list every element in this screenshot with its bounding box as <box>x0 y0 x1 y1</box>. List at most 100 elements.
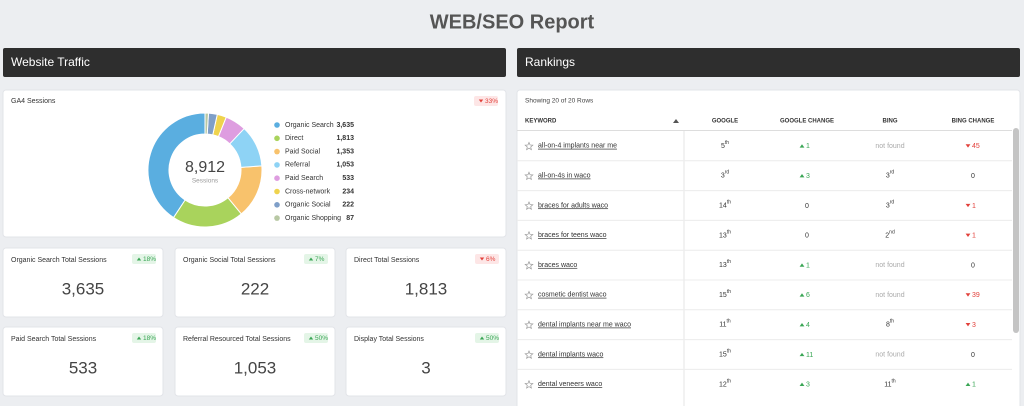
change-value: 6% <box>486 256 496 263</box>
favorite-star[interactable] <box>524 379 534 389</box>
legend-value: 1,053 <box>336 162 354 169</box>
favorite-star[interactable] <box>524 290 534 300</box>
change-value: 1 <box>972 382 976 389</box>
metric-card <box>174 247 336 318</box>
rank-suffix: th <box>727 349 731 355</box>
section-title: Rankings <box>525 55 575 69</box>
rank: not found <box>875 143 904 150</box>
card-label: Direct Total Sessions <box>354 257 420 264</box>
rank-suffix: rd <box>890 200 895 206</box>
rank-suffix: th <box>725 140 729 146</box>
change-value: 7% <box>315 256 325 263</box>
column-header[interactable]: KEYWORD <box>525 119 557 125</box>
rank-value: 11 <box>884 381 891 388</box>
favorite-star[interactable] <box>524 201 534 210</box>
change-badge <box>304 333 328 343</box>
legend-swatch <box>274 135 280 142</box>
card-label: GA4 Sessions <box>11 98 56 105</box>
legend-swatch <box>274 202 280 208</box>
keyword-link[interactable]: dental implants waco <box>538 351 603 358</box>
arrow-up <box>799 382 805 386</box>
rank: 2nd <box>885 230 895 240</box>
scrollbar[interactable] <box>1013 128 1019 333</box>
rank-value: not found <box>875 292 904 299</box>
change-badge <box>474 96 498 106</box>
rank: 5th <box>721 140 729 150</box>
favorite-star[interactable] <box>524 141 534 151</box>
arrow-down <box>479 257 485 261</box>
arrow-down <box>965 323 971 327</box>
rank-value: 15 <box>719 292 727 299</box>
change-value: 0 <box>805 233 809 240</box>
donut-total: 8,912 <box>185 159 225 176</box>
legend-swatch <box>274 188 280 195</box>
section-header <box>3 48 506 77</box>
keyword-link[interactable]: dental veneers waco <box>538 381 602 388</box>
rank: 13th <box>719 259 731 269</box>
arrow-up <box>965 382 971 386</box>
metric-card <box>2 326 164 397</box>
rank: 15th <box>719 289 731 299</box>
rank-value: 3 <box>886 173 890 180</box>
column-header[interactable]: GOOGLE <box>712 119 738 125</box>
keyword-link[interactable]: braces for teens waco <box>538 232 607 239</box>
legend-label: Paid Social <box>285 148 320 155</box>
legend-label: Referral <box>285 162 310 169</box>
rank-suffix: th <box>727 200 731 206</box>
rank-suffix: th <box>727 259 731 265</box>
rank-value: 2 <box>885 232 889 239</box>
legend-label: Direct <box>285 135 303 142</box>
arrow-up <box>799 293 805 297</box>
rank: 11th <box>719 319 731 329</box>
card-label: Organic Social Total Sessions <box>183 257 276 264</box>
column-header[interactable]: GOOGLE CHANGE <box>780 119 834 125</box>
rank-value: 15 <box>719 351 727 358</box>
change-value: 18% <box>143 256 156 263</box>
card-label: Referral Resourced Total Sessions <box>183 336 291 343</box>
change-value: 50% <box>315 335 328 342</box>
arrow-up <box>136 257 142 261</box>
rank: 8th <box>886 319 894 329</box>
change-value: 11 <box>806 352 813 359</box>
arrow-up <box>479 336 485 340</box>
legend-value: 234 <box>342 188 354 195</box>
legend-label: Organic Search <box>285 122 334 129</box>
card-value: 222 <box>241 279 269 298</box>
keyword-link[interactable]: cosmetic dentist waco <box>538 292 607 299</box>
keyword-link[interactable]: dental implants near me waco <box>538 322 631 329</box>
change-value: 6 <box>806 292 810 299</box>
column-header[interactable]: BING <box>883 119 898 125</box>
change-badge <box>475 254 499 264</box>
rank: 12th <box>719 379 731 389</box>
legend-value: 87 <box>346 215 354 222</box>
rank-value: not found <box>875 262 904 269</box>
keyword-link[interactable]: braces for adults waco <box>538 202 608 209</box>
keyword-link[interactable]: braces waco <box>538 262 577 269</box>
change-value: 33% <box>485 98 498 105</box>
rank: 11th <box>884 379 896 389</box>
rank: not found <box>875 351 904 358</box>
card-label: Organic Search Total Sessions <box>11 257 107 264</box>
rank: 14th <box>719 200 731 210</box>
rank-value: 11 <box>719 322 726 329</box>
legend-swatch <box>274 175 280 181</box>
rank-value: 8 <box>886 322 890 329</box>
favorite-star[interactable] <box>524 260 534 270</box>
rank-value: 3 <box>721 173 725 180</box>
legend-swatch <box>274 148 280 155</box>
column-header[interactable]: BING CHANGE <box>952 119 995 125</box>
favorite-star[interactable] <box>524 350 534 359</box>
arrow-up <box>799 323 805 327</box>
rank-value: not found <box>875 143 904 150</box>
keyword-link[interactable]: all-on-4s in waco <box>538 173 591 180</box>
rank: 15th <box>719 349 731 359</box>
change-badge <box>132 333 156 343</box>
rank-suffix: th <box>727 379 731 385</box>
arrow-down <box>965 233 971 237</box>
favorite-star[interactable] <box>524 230 534 240</box>
favorite-star[interactable] <box>524 320 534 330</box>
favorite-star[interactable] <box>524 171 534 181</box>
keyword-link[interactable]: all-on-4 implants near me <box>538 143 617 150</box>
